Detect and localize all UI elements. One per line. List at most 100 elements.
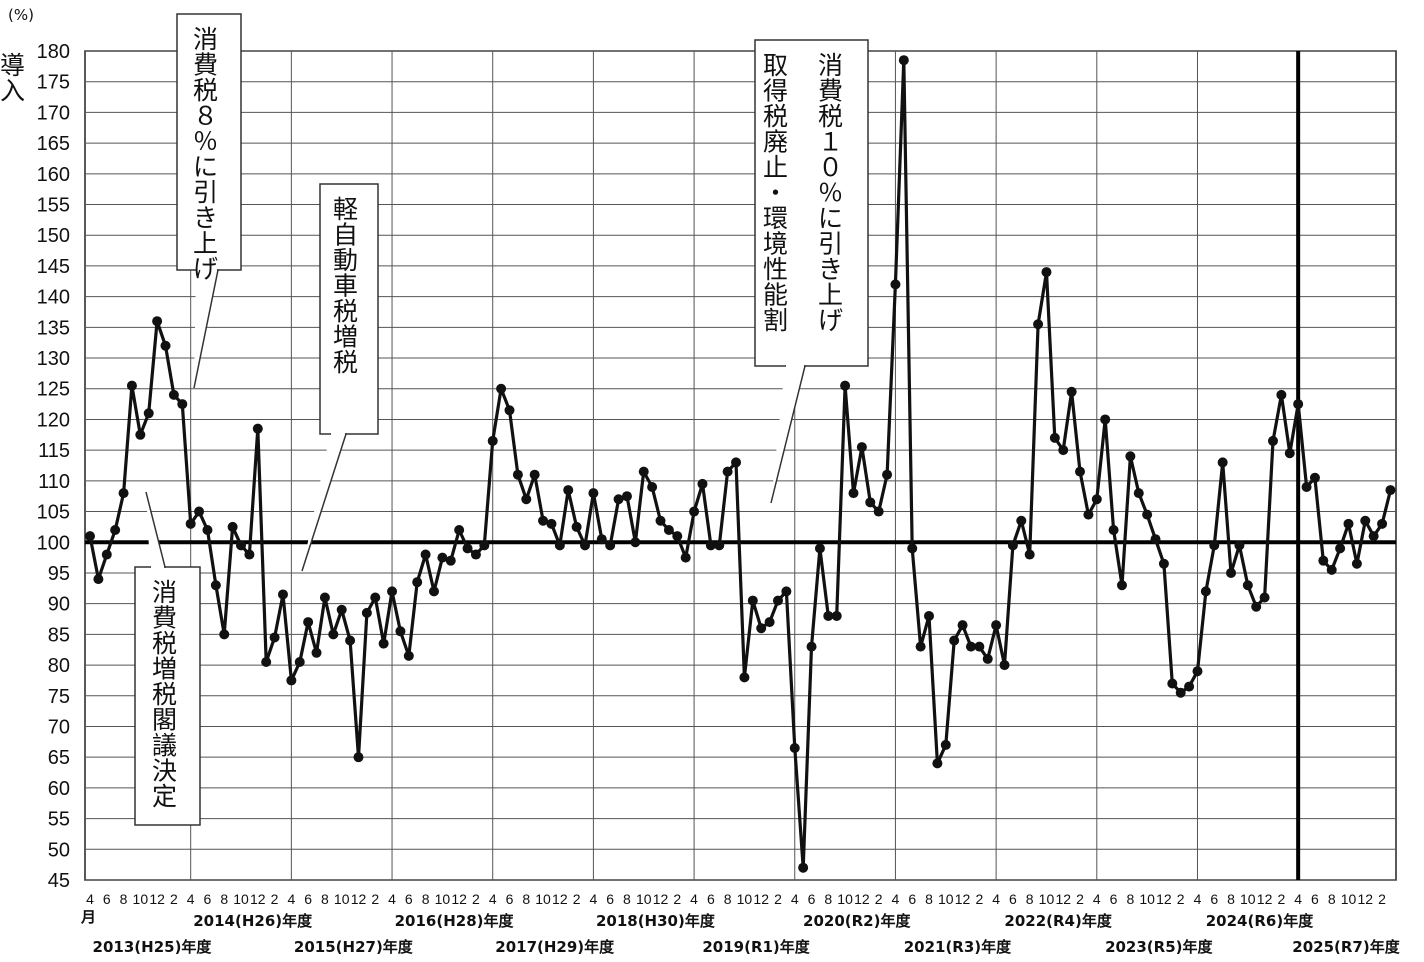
y-tick-label: 90	[48, 594, 70, 616]
callout-char: 消	[193, 25, 218, 54]
data-point	[940, 739, 951, 750]
x-tick-label: 6	[1210, 891, 1218, 907]
data-point	[882, 469, 893, 480]
x-tick-label: 6	[1009, 891, 1017, 907]
data-point	[848, 488, 859, 499]
x-tick-label: 12	[854, 891, 870, 907]
data-point	[697, 478, 708, 489]
data-point	[194, 506, 205, 517]
x-tick-label: 10	[133, 891, 149, 907]
data-point	[965, 641, 976, 652]
data-point	[462, 543, 473, 554]
data-point	[1142, 509, 1153, 520]
data-point	[126, 380, 137, 391]
callout-char: 取	[763, 51, 788, 80]
data-point	[1318, 555, 1329, 566]
data-point	[957, 620, 968, 631]
data-point	[1351, 558, 1362, 569]
y-tick-label: 85	[48, 624, 70, 646]
data-point	[873, 506, 884, 517]
data-point	[1360, 515, 1371, 526]
x-tick-label: 4	[1093, 891, 1101, 907]
data-point	[1209, 540, 1220, 551]
data-point	[269, 632, 280, 643]
data-point	[1309, 472, 1320, 483]
data-point	[789, 742, 800, 753]
data-point	[638, 466, 649, 477]
data-point	[261, 657, 272, 668]
data-point	[1301, 481, 1312, 492]
data-point	[1343, 518, 1354, 529]
x-tick-label: 10	[435, 891, 451, 907]
data-point	[898, 55, 909, 66]
x-tick-label: 8	[1328, 891, 1336, 907]
x-tick-label: 6	[606, 891, 614, 907]
data-point	[387, 586, 398, 597]
x-axis-ticks: 4 6 8 10 12 2 4 6 8 10 12 2 4 6 8 10 12 2 4 6 8 10 12 2 4 6 8 10 12 2…	[86, 891, 1386, 907]
fiscal-year-label: 2020(R2)年度	[803, 912, 911, 930]
data-point	[840, 380, 851, 391]
data-point	[714, 540, 725, 551]
data-point	[160, 340, 171, 351]
callout-char: １	[818, 128, 843, 157]
x-tick-label: 8	[925, 891, 933, 907]
data-point	[135, 429, 146, 440]
x-tick-label: 10	[1139, 891, 1155, 907]
data-point	[672, 531, 683, 542]
x-tick-label: 2	[1177, 891, 1185, 907]
x-tick-label: 4	[388, 891, 396, 907]
callout-char: 引	[818, 230, 843, 259]
data-point	[739, 672, 750, 683]
data-point	[1200, 586, 1211, 597]
x-tick-label: 4	[86, 891, 94, 907]
x-tick-label: 12	[149, 891, 165, 907]
data-point	[311, 647, 322, 658]
data-point	[504, 405, 515, 416]
x-tick-label: 6	[1110, 891, 1118, 907]
data-point	[93, 574, 104, 585]
data-point	[252, 423, 263, 434]
callout-char: 上	[193, 229, 218, 258]
x-tick-label: 2	[573, 891, 581, 907]
fiscal-year-label: 2018(H30)年度	[596, 912, 716, 930]
y-tick-label: 120	[37, 409, 70, 431]
data-point	[764, 617, 775, 628]
x-tick-label: 12	[250, 891, 266, 907]
callout-char: 増	[152, 655, 177, 684]
data-point	[244, 549, 255, 560]
x-tick-label: 8	[623, 891, 631, 907]
y-tick-label: 125	[37, 379, 70, 401]
data-point	[1217, 457, 1228, 468]
x-tick-label: 6	[1311, 891, 1319, 907]
data-point	[814, 543, 825, 554]
x-tick-label: 10	[938, 891, 954, 907]
data-point	[890, 279, 901, 290]
x-tick-label: 2	[673, 891, 681, 907]
y-tick-label: 165	[37, 133, 70, 155]
y-tick-label: 160	[37, 164, 70, 186]
x-tick-label: 10	[1240, 891, 1256, 907]
x-tick-label: 10	[1341, 891, 1357, 907]
fiscal-year-label: 2013(H25)年度	[93, 938, 213, 956]
callout-box	[754, 39, 869, 367]
x-tick-label: 8	[1126, 891, 1134, 907]
callout-box	[176, 13, 242, 271]
data-point	[798, 862, 809, 873]
data-point	[454, 524, 465, 535]
x-tick-label: 6	[405, 891, 413, 907]
callout-char: 費	[818, 77, 843, 106]
fiscal-year-label: 2015(H27)年度	[294, 938, 414, 956]
annotation-callout: 軽自動車税増税軽自動車税増税	[301, 183, 379, 572]
y-tick-label: 105	[37, 502, 70, 524]
x-tick-label: 2	[975, 891, 983, 907]
fiscal-year-label: 2024(R6)年度	[1206, 912, 1314, 930]
data-point	[403, 650, 414, 661]
callout-char: 上	[818, 281, 843, 310]
data-point	[118, 488, 129, 499]
data-point	[1133, 488, 1144, 499]
x-tick-label: 6	[204, 891, 212, 907]
data-point	[571, 521, 582, 532]
data-point	[705, 540, 716, 551]
